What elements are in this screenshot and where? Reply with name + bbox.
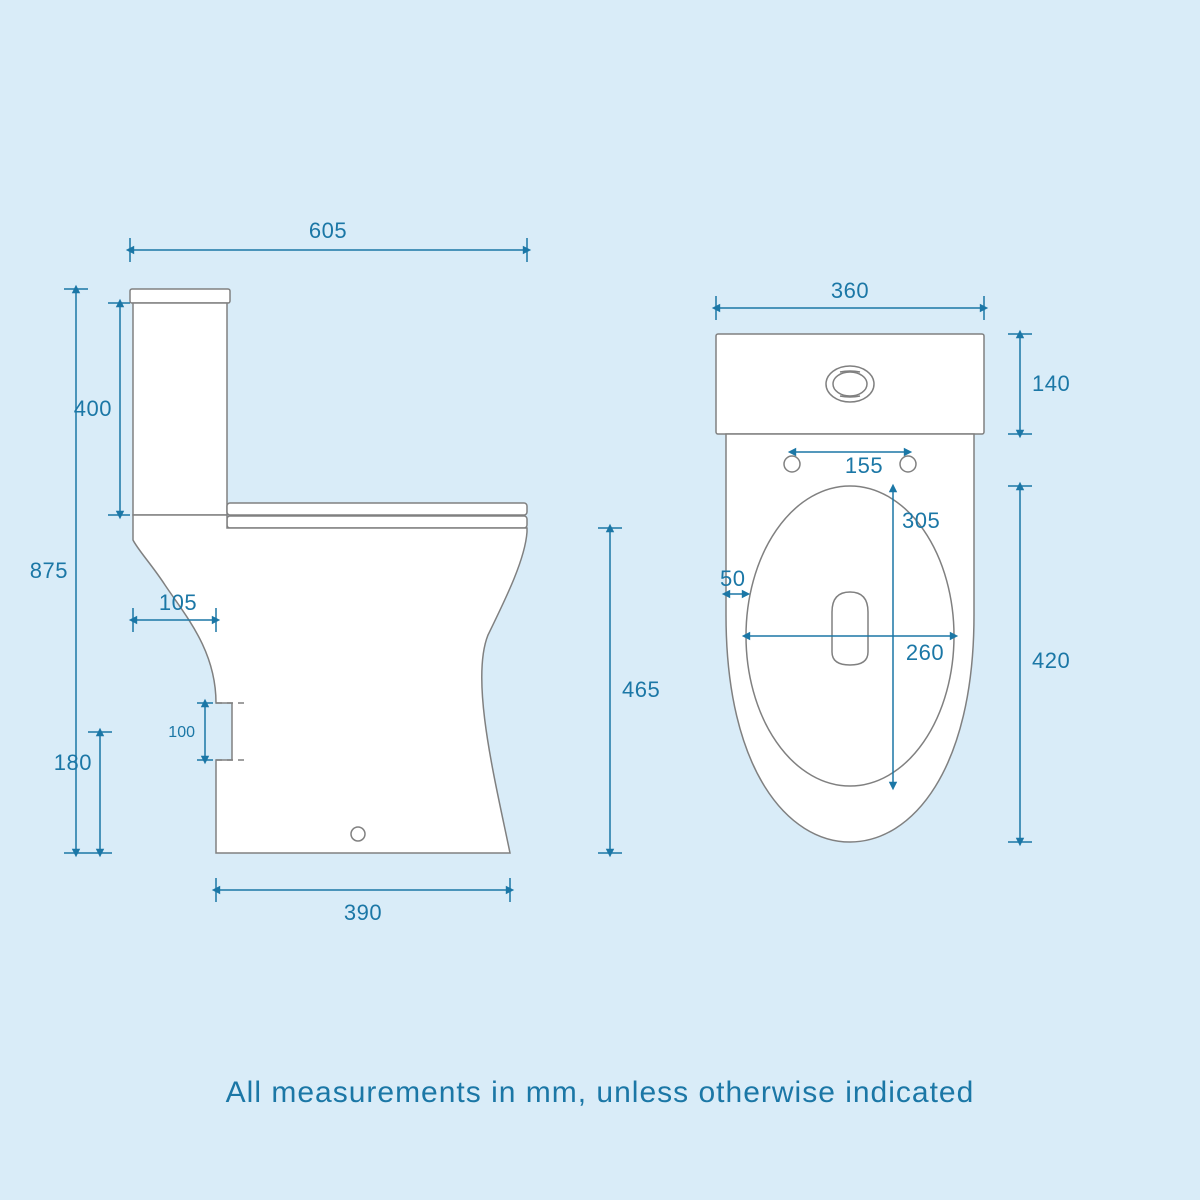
- dim-bowl-height: 465: [622, 677, 660, 702]
- top-plan: [716, 334, 984, 842]
- dim-floor-to-inlet: 180: [54, 750, 92, 775]
- dim-cistern-width: 360: [831, 278, 869, 303]
- dim-total-height: 875: [30, 558, 68, 583]
- dim-bowl-depth: 420: [1032, 648, 1070, 673]
- caption-text: All measurements in mm, unless otherwise…: [226, 1076, 975, 1109]
- dim-cistern-depth: 140: [1032, 371, 1070, 396]
- dim-rim-to-seat: 50: [720, 566, 745, 591]
- dim-hinge-spacing: 155: [845, 453, 883, 478]
- dim-cistern-height: 400: [74, 396, 112, 421]
- dim-base-depth: 390: [344, 900, 382, 925]
- dim-inlet-diameter: 100: [168, 724, 195, 741]
- dim-back-offset: 105: [159, 590, 197, 615]
- dim-total-depth: 605: [309, 218, 347, 243]
- dim-seat-length: 305: [902, 508, 940, 533]
- dim-seat-width: 260: [906, 640, 944, 665]
